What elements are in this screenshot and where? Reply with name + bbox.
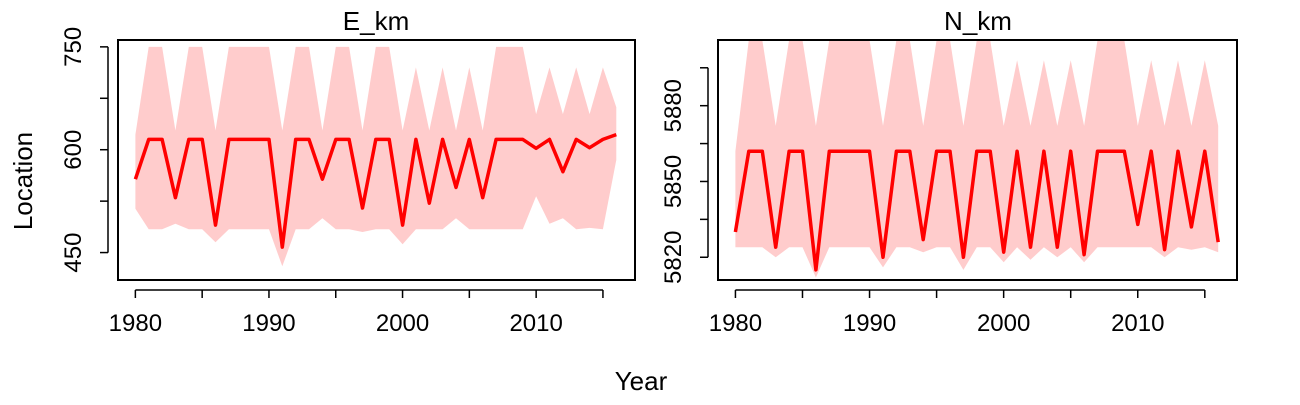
panel-n-km: N_km 1980 1990 2000 2010 5820 5850 5880	[660, 6, 1238, 337]
plot-area-e-km	[133, 46, 617, 267]
plot-frame-e-km	[117, 39, 636, 281]
plot-frame-n-km	[717, 39, 1238, 281]
y-tick-label-n-km: 5880	[660, 79, 687, 132]
x-axis-e-km: 1980 1990 2000 2010	[109, 289, 604, 337]
y-tick-label-e-km: 750	[60, 27, 87, 67]
confidence-band-e-km	[135, 46, 617, 267]
y-tick-label-n-km: 5850	[660, 155, 687, 208]
panel-title-n-km: N_km	[944, 6, 1012, 36]
y-tick-label-e-km: 600	[60, 130, 87, 170]
x-axis-title: Year	[615, 366, 668, 396]
panel-title-e-km: E_km	[343, 6, 409, 36]
y-axis-e-km: 450 600 750	[60, 27, 109, 273]
y-tick-label-n-km: 5820	[660, 231, 687, 284]
x-tick-label-e-km: 1990	[242, 310, 295, 337]
estimate-line-n-km	[733, 149, 1220, 272]
x-tick-label-e-km: 2010	[509, 310, 562, 337]
x-tick-label-n-km: 1980	[709, 310, 762, 337]
panel-e-km: E_km 1980 1990 2000 2010 450 600 750	[60, 6, 636, 337]
y-tick-label-e-km: 450	[60, 233, 87, 273]
plot-area-n-km	[733, 40, 1220, 278]
x-tick-label-n-km: 2010	[1111, 310, 1164, 337]
y-axis-title: Location	[8, 132, 38, 230]
y-axis-n-km: 5820 5850 5880	[660, 67, 709, 284]
x-tick-label-e-km: 2000	[376, 310, 429, 337]
estimate-line-e-km	[133, 132, 617, 249]
x-tick-label-n-km: 1990	[843, 310, 896, 337]
x-tick-label-n-km: 2000	[977, 310, 1030, 337]
x-axis-n-km: 1980 1990 2000 2010	[709, 289, 1206, 337]
x-tick-label-e-km: 1980	[109, 310, 162, 337]
